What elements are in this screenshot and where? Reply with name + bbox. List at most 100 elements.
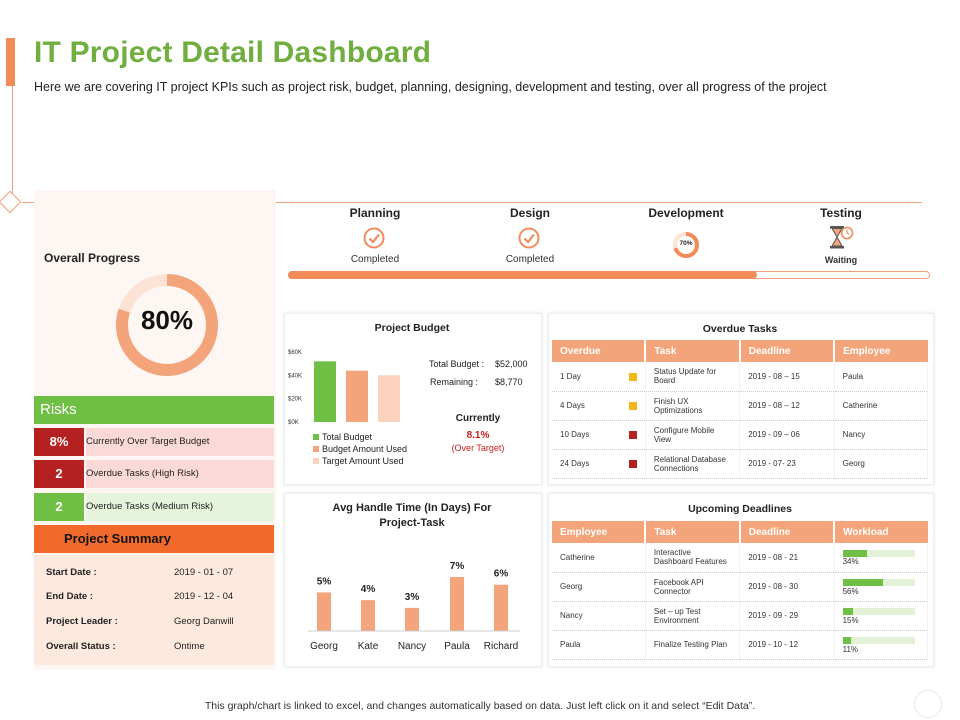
workload-fill [842, 636, 851, 644]
budget-bar-chart: $60K $40K $20K $0K Total Budget Budget Amount… [288, 350, 407, 466]
legend-swatch [313, 446, 319, 452]
column-header: Deadline [739, 521, 836, 543]
phase-title-planning: Planning [349, 206, 401, 220]
workload-bar [842, 636, 915, 644]
handle-time-title: Project-Task [379, 517, 445, 529]
workload-fill [842, 549, 868, 557]
risk-label: Overdue Tasks (Medium Risk) [86, 493, 274, 521]
deadline-cell: 2019 - 08 - 21 [739, 543, 835, 573]
handle-time-data-label: 5% [317, 576, 332, 587]
phase-status-planning: Completed [350, 254, 400, 265]
budget-y-tick: $40K [288, 373, 302, 379]
deadline-cell: 2019 - 08 – 12 [739, 391, 835, 421]
workload-value: 56% [842, 586, 859, 596]
legend-label: Total Budget [322, 432, 373, 442]
employee-cell: Georg [552, 572, 646, 602]
workload-bar [842, 578, 915, 586]
legend-label: Budget Amount Used [322, 444, 407, 454]
check-circle-icon [518, 227, 540, 249]
workload-bar [842, 607, 915, 615]
project-summary-header: Project Summary [34, 525, 274, 553]
handle-time-category: Kate [358, 641, 379, 652]
overdue-cell: 10 Days [560, 430, 590, 439]
phase-status-design: Completed [505, 254, 555, 265]
overdue-cell: 24 Days [560, 459, 590, 468]
employee-cell: Paula [834, 362, 929, 392]
risk-row: 8% Currently Over Target Budget [34, 428, 274, 456]
divider-vertical [12, 86, 13, 196]
task-cell: Status Update for Board [645, 362, 741, 392]
currently-label: Currently [455, 413, 501, 424]
accent-bar [6, 38, 15, 86]
handle-time-bar [494, 584, 508, 631]
task-cell: Configure Mobile View [645, 420, 741, 450]
column-header: Task [645, 340, 741, 362]
deadline-cell: 2019 - 08 - 30 [739, 572, 835, 602]
table-row: 4 Days Finish UX Optimizations 2019 - 08… [552, 391, 929, 421]
handle-time-bar [450, 577, 464, 631]
handle-time-category: Nancy [398, 641, 426, 652]
column-header: Deadline [739, 340, 836, 362]
currently-note: (Over Target) [451, 443, 505, 453]
column-header: Task [645, 521, 741, 543]
remaining-label: Remaining : [430, 377, 479, 387]
budget-bar [314, 361, 336, 422]
phase-progress-fill [288, 271, 757, 279]
deadline-cell: 2019 - 08 – 15 [739, 362, 835, 392]
phase-status-testing: Waiting [824, 255, 858, 265]
task-cell: Set – up Test Environment [645, 601, 741, 631]
summary-value: 2019 - 01 - 07 [174, 567, 234, 578]
budget-y-tick: $0K [288, 420, 299, 426]
handle-time-category: Paula [444, 641, 470, 652]
table-row: Catherine Interactive Dashboard Features… [552, 543, 929, 573]
overall-progress-label: Overall Progress [44, 251, 141, 265]
overdue-tasks-title: Overdue Tasks [702, 323, 778, 335]
column-header: Overdue [552, 340, 647, 362]
page-subtitle: Here we are covering IT project KPIs suc… [34, 80, 827, 94]
risks-title: Risks [40, 401, 77, 418]
task-cell: Finish UX Optimizations [645, 391, 741, 421]
phase-title-testing: Testing [820, 206, 862, 220]
workload-value: 34% [842, 557, 859, 567]
overdue-cell: 1 Day [560, 371, 581, 381]
task-cell: Relational Database Connections [645, 449, 741, 479]
employee-cell: Nancy [552, 601, 646, 631]
employee-cell: Paula [552, 630, 646, 660]
workload-value: 11% [842, 644, 859, 654]
project-budget-title: Project Budget [374, 322, 450, 334]
summary-label: Project Leader : [46, 616, 118, 627]
development-progress-arc [673, 232, 699, 258]
severity-square [628, 402, 637, 410]
handle-time-bar [361, 600, 375, 631]
workload-fill [842, 578, 883, 586]
overall-progress-value: 80% [140, 305, 194, 335]
risk-label: Currently Over Target Budget [86, 428, 274, 456]
table-row: 24 Days Relational Database Connections … [552, 449, 929, 479]
deadline-cell: 2019 - 09 – 06 [739, 420, 835, 450]
severity-square [628, 372, 637, 381]
summary-label: Start Date : [46, 567, 97, 578]
risk-row: 2 Overdue Tasks (Medium Risk) [34, 493, 274, 521]
handle-time-title: Avg Handle Time (In Days) For [333, 502, 493, 514]
column-header: Employee [834, 340, 928, 362]
diamond-decoration [0, 190, 22, 214]
total-budget-label: Total Budget : [429, 359, 485, 369]
table-row: Nancy Set – up Test Environment 2019 - 0… [552, 601, 929, 631]
summary-value: Ontime [174, 641, 205, 652]
task-cell: Facebook API Connector [645, 572, 741, 602]
circle-decoration [914, 690, 942, 718]
overall-progress-donut [116, 274, 218, 376]
overall-progress-arc [116, 274, 218, 376]
handle-time-bar-chart: Avg Handle Time (In Days) For Project-Tas… [308, 502, 520, 652]
phase-title-design: Design [509, 206, 550, 220]
deadline-cell: 2019 - 09 - 29 [739, 601, 835, 631]
severity-square [628, 431, 637, 439]
upcoming-deadlines-table: Employee Task Deadline Workload Catherin… [552, 521, 929, 660]
overdue-cell: 4 Days [560, 401, 585, 410]
employee-cell: Georg [834, 449, 929, 479]
table-header-row: Employee Task Deadline Workload [552, 521, 928, 543]
handle-time-data-label: 7% [450, 561, 465, 572]
workload-fill [842, 607, 854, 615]
task-cell: Finalize Testing Plan [645, 630, 741, 660]
severity-square [628, 460, 637, 468]
